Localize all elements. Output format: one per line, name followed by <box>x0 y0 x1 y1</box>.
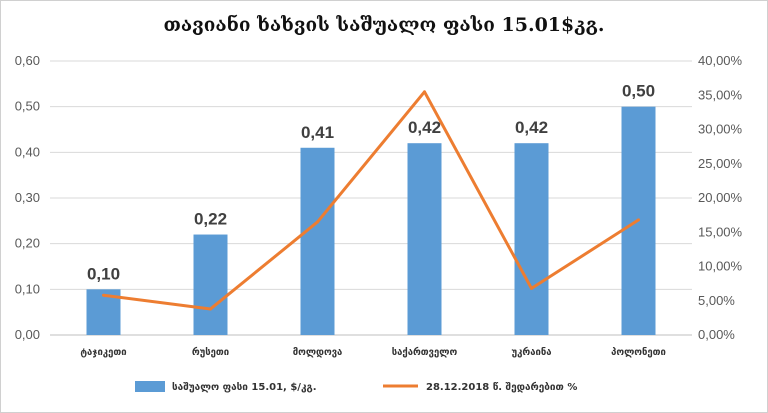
chart-title: თავიანი ხახვის საშუალო ფასი 15.01$კგ. <box>163 14 605 36</box>
y-right-tick-label: 40,00% <box>698 53 743 68</box>
bar-data-label-1: 0,22 <box>194 210 227 229</box>
bar-data-label-3: 0,42 <box>408 118 441 137</box>
bar-1 <box>193 234 228 335</box>
y-right-tick-label: 25,00% <box>698 156 743 171</box>
legend-swatch-bar <box>135 381 165 392</box>
line-point-4 <box>530 286 533 290</box>
y-right-tick-label: 10,00% <box>698 259 743 274</box>
line-point-2 <box>316 220 319 224</box>
line-point-3 <box>423 90 426 94</box>
line-point-0 <box>102 293 105 297</box>
y-right-tick-label: 20,00% <box>698 190 743 205</box>
line-point-5 <box>637 218 640 222</box>
legend-label-bar: საშუალო ფასი 15.01, $/კგ. <box>172 381 317 393</box>
category-label-3: საქართველო <box>392 347 458 358</box>
y-right-tick-label: 15,00% <box>698 224 743 239</box>
y-right-tick-label: 0,00% <box>698 327 735 342</box>
line-point-1 <box>209 307 212 311</box>
y-left-tick-label: 0,60 <box>15 53 40 68</box>
y-left-tick-label: 0,30 <box>15 190 40 205</box>
y-left-tick-label: 0,40 <box>15 144 40 159</box>
y-left-tick-label: 0,10 <box>15 281 40 296</box>
bar-4 <box>514 143 549 335</box>
category-label-1: რუსეთი <box>192 347 229 358</box>
bar-data-label-2: 0,41 <box>301 123 334 142</box>
y-right-tick-label: 5,00% <box>698 293 735 308</box>
bar-3 <box>407 143 442 335</box>
bar-data-label-4: 0,42 <box>515 118 548 137</box>
bar-2 <box>300 147 335 335</box>
category-label-2: მოლდოვა <box>293 347 343 358</box>
y-right-tick-label: 30,00% <box>698 122 743 137</box>
category-label-4: უკრაინა <box>512 347 552 358</box>
bar-data-label-0: 0,10 <box>87 264 120 283</box>
legend-label-line: 28.12.2018 წ. შედარებით % <box>426 381 577 393</box>
y-left-tick-label: 0,20 <box>15 236 40 251</box>
category-label-5: პოლონეთი <box>611 347 666 358</box>
y-left-tick-label: 0,50 <box>15 99 40 114</box>
y-left-tick-label: 0,00 <box>15 327 40 342</box>
category-label-0: ტაჯიკეთი <box>80 347 126 358</box>
y-right-tick-label: 35,00% <box>698 87 743 102</box>
line-series <box>103 90 640 311</box>
bar-data-label-5: 0,50 <box>622 82 655 101</box>
